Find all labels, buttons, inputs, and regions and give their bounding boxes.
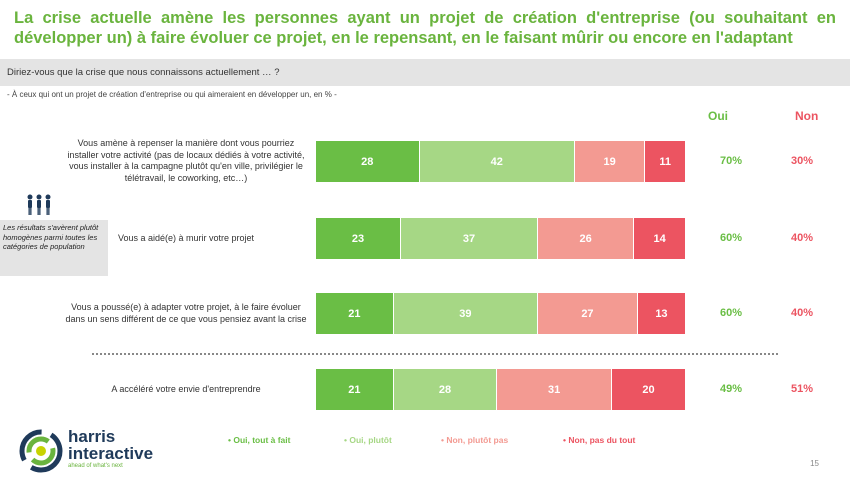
logo-text-harris: harris: [68, 427, 116, 446]
question-text: Diriez-vous que la crise que nous connai…: [7, 67, 280, 78]
row-label: Vous amène à repenser la manière dont vo…: [67, 138, 305, 183]
oui-total: 49%: [719, 383, 743, 395]
page-title: La crise actuelle amène les personnes ay…: [14, 9, 836, 47]
bar-segment: 21: [316, 369, 394, 410]
logo-text-interactive: interactive: [68, 444, 154, 463]
legend-oui-plutot: • Oui, plutôt: [344, 435, 392, 445]
question-banner: [0, 59, 850, 86]
row-label: A accéléré votre envie d'entreprendre: [111, 383, 261, 394]
bar-segment: 21: [316, 293, 394, 334]
non-total: 40%: [790, 307, 814, 319]
row-label: Vous a poussé(e) à adapter votre projet,…: [65, 302, 307, 324]
bar-segment: 28: [393, 369, 498, 410]
bar-segment: 39: [393, 293, 538, 334]
bar-segment: 27: [538, 293, 638, 334]
bar-segment: 31: [497, 369, 612, 410]
stacked-bar: 28 42 19 11: [316, 141, 686, 182]
non-total: 51%: [790, 383, 814, 395]
bar-segment: 19: [575, 141, 646, 182]
bar-segment: 20: [612, 369, 686, 410]
bar-segment: 26: [538, 218, 635, 259]
stacked-bar: 21 28 31 20: [316, 369, 686, 410]
page-number: 15: [810, 459, 819, 468]
bar-segment: 42: [419, 141, 575, 182]
oui-total: 60%: [719, 307, 743, 319]
stacked-bar: 23 37 26 14: [316, 218, 686, 259]
bar-segment: 23: [316, 218, 402, 259]
separator-line: [92, 353, 778, 355]
harris-logo-icon: [19, 429, 63, 473]
bar-segment: 11: [645, 141, 686, 182]
bar-segment: 14: [634, 218, 686, 259]
row-label: Vous a aidé(e) à murir votre projet: [117, 232, 255, 243]
oui-total: 70%: [719, 155, 743, 167]
bar-segment: 37: [401, 218, 538, 259]
chart-subtitle: - À ceux qui ont un projet de création d…: [7, 90, 337, 99]
non-total: 30%: [790, 155, 814, 167]
bar-segment: 13: [637, 293, 686, 334]
bar-segment: 28: [316, 141, 420, 182]
non-total: 40%: [790, 232, 814, 244]
side-note: Les résultats s'avèrent plutôt homogènes…: [0, 220, 108, 276]
oui-column-header: Oui: [708, 109, 728, 123]
legend-oui-tout: • Oui, tout à fait: [228, 435, 291, 445]
people-icon: [27, 194, 51, 215]
legend-non-tout: • Non, pas du tout: [563, 435, 636, 445]
logo-tagline: ahead of what's next: [68, 463, 123, 469]
stacked-bar: 21 39 27 13: [316, 293, 686, 334]
oui-total: 60%: [719, 232, 743, 244]
non-column-header: Non: [795, 109, 819, 123]
legend-non-plutot: • Non, plutôt pas: [441, 435, 509, 445]
